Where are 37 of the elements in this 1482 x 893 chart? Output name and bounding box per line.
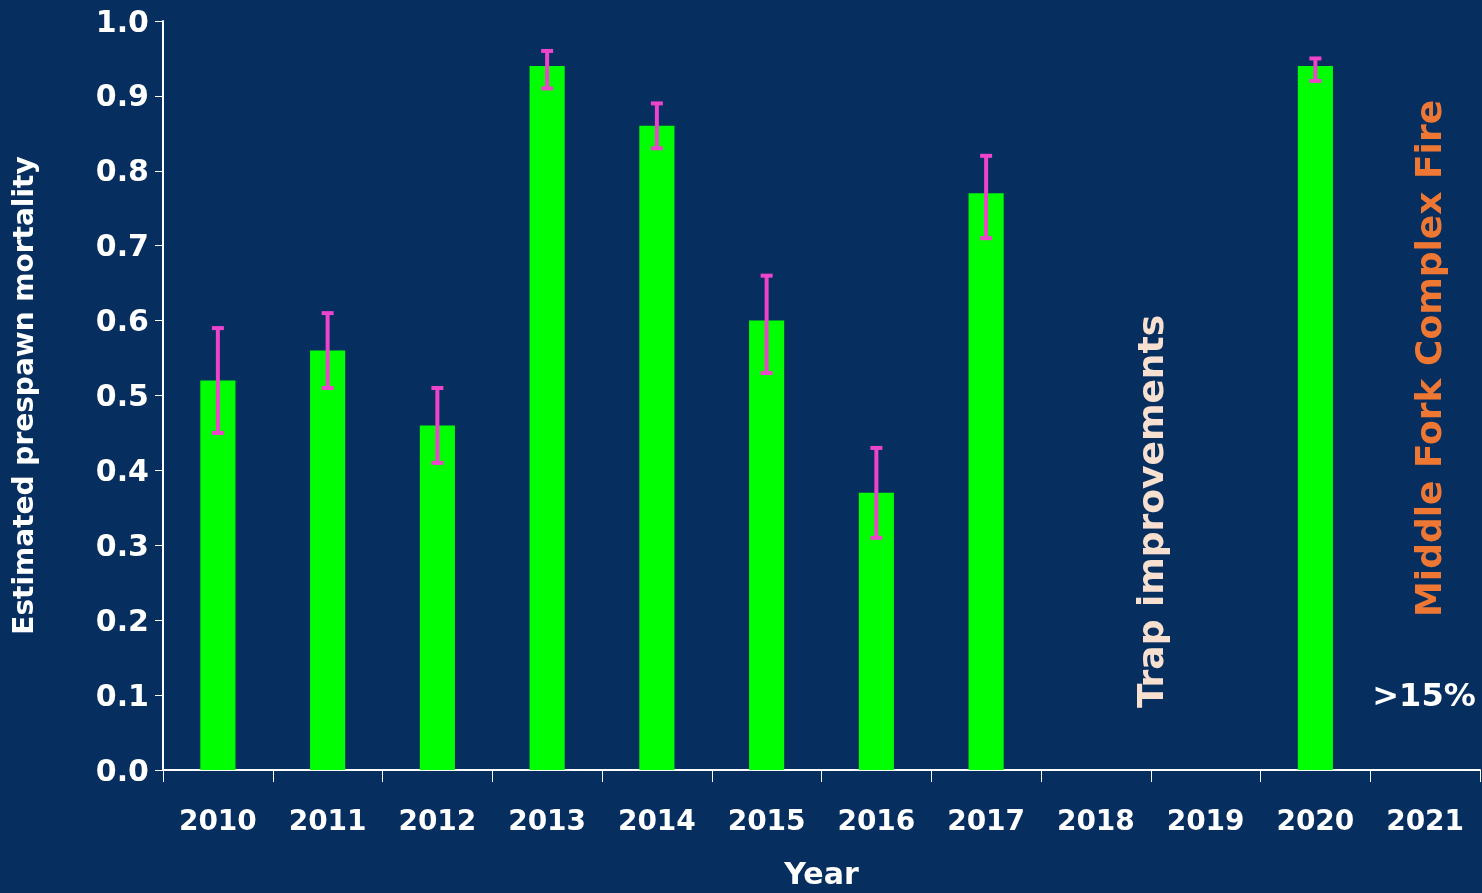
y-tick-label: 0.2 [95, 602, 149, 638]
y-tick-label: 1.0 [95, 3, 149, 39]
y-tick-label: 0.1 [95, 677, 149, 713]
x-tick-label: 2018 [1056, 803, 1135, 837]
y-tick-label: 0.0 [95, 752, 149, 788]
x-axis-title: Year [783, 855, 859, 891]
bar [310, 350, 346, 770]
x-tick-label: 2010 [178, 803, 257, 837]
bar [1297, 65, 1333, 770]
y-tick-label: 0.3 [95, 527, 149, 563]
y-tick-label: 0.9 [95, 78, 149, 114]
annotation: Trap improvements [1129, 314, 1171, 708]
bar [639, 125, 675, 770]
bar [529, 65, 565, 770]
annotation: >15% [1372, 676, 1476, 714]
y-tick-label: 0.4 [95, 452, 149, 488]
y-axis-title: Estimated prespawn mortality [6, 156, 40, 635]
y-tick-label: 0.6 [95, 303, 149, 339]
bar [858, 492, 894, 770]
y-tick-label: 0.5 [95, 378, 149, 413]
y-tick-label: 0.7 [95, 228, 149, 264]
x-tick-label: 2016 [837, 803, 916, 837]
y-tick-label: 0.8 [95, 153, 149, 189]
bar [968, 193, 1004, 770]
x-tick-label: 2015 [727, 803, 806, 837]
x-tick-label: 2021 [1386, 803, 1465, 837]
bar [749, 320, 785, 770]
bar [200, 380, 236, 770]
x-tick-label: 2017 [947, 803, 1026, 837]
x-tick-label: 2020 [1276, 803, 1355, 837]
annotation: Middle Fork Complex Fire [1407, 99, 1449, 617]
x-tick-label: 2019 [1166, 803, 1245, 837]
x-tick-label: 2013 [508, 803, 587, 837]
bar [419, 425, 455, 770]
x-tick-label: 2012 [398, 803, 477, 837]
x-tick-label: 2014 [617, 803, 696, 837]
x-tick-label: 2011 [288, 803, 367, 837]
